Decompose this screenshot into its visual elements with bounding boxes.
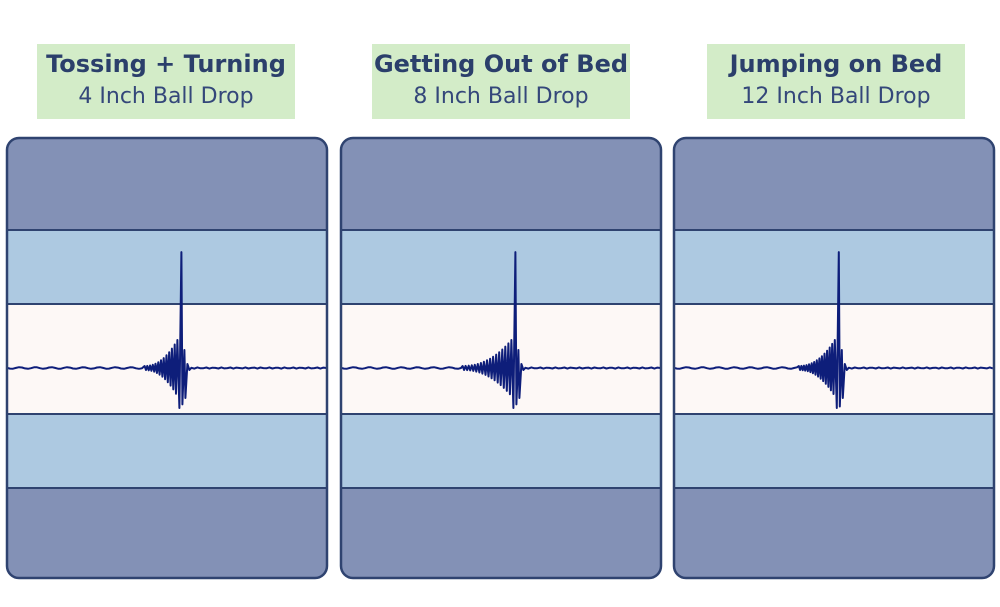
band-top bbox=[341, 138, 661, 230]
panel-frame bbox=[672, 136, 996, 580]
panel-frame bbox=[5, 136, 329, 580]
vibration-trace bbox=[341, 251, 661, 409]
chart-panel-2: Getting Out of Bed 8 Inch Ball Drop bbox=[339, 0, 663, 607]
band-bottom bbox=[674, 488, 994, 578]
chart-label-box-1: Tossing + Turning 4 Inch Ball Drop bbox=[37, 44, 295, 119]
chart-subtitle-3: 12 Inch Ball Drop bbox=[741, 84, 931, 109]
band-top bbox=[7, 138, 327, 230]
chart-label-box-2: Getting Out of Bed 8 Inch Ball Drop bbox=[372, 44, 630, 119]
chart-title-1: Tossing + Turning bbox=[46, 50, 286, 78]
band-lower bbox=[341, 414, 661, 488]
chart-subtitle-1: 4 Inch Ball Drop bbox=[78, 84, 254, 109]
vibration-trace bbox=[674, 251, 994, 409]
chart-subtitle-2: 8 Inch Ball Drop bbox=[413, 84, 589, 109]
chart-plot-1 bbox=[5, 136, 329, 580]
chart-plot-3 bbox=[672, 136, 996, 580]
chart-plot-2 bbox=[339, 136, 663, 580]
band-bottom bbox=[341, 488, 661, 578]
band-upper bbox=[341, 230, 661, 304]
band-upper bbox=[674, 230, 994, 304]
band-lower bbox=[674, 414, 994, 488]
band-lower bbox=[7, 414, 327, 488]
band-bottom bbox=[7, 488, 327, 578]
chart-title-3: Jumping on Bed bbox=[729, 50, 943, 78]
band-top bbox=[674, 138, 994, 230]
chart-label-box-3: Jumping on Bed 12 Inch Ball Drop bbox=[707, 44, 965, 119]
chart-panel-1: Tossing + Turning 4 Inch Ball Drop bbox=[5, 0, 329, 607]
panel-frame bbox=[339, 136, 663, 580]
chart-panel-3: Jumping on Bed 12 Inch Ball Drop bbox=[672, 0, 996, 607]
vibration-trace bbox=[7, 251, 327, 409]
chart-title-2: Getting Out of Bed bbox=[373, 50, 629, 78]
band-upper bbox=[7, 230, 327, 304]
